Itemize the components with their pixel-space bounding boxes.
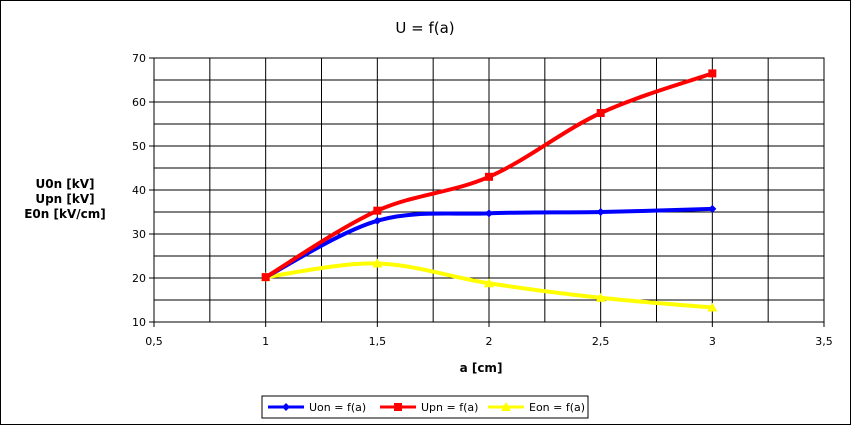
data-point xyxy=(595,292,606,302)
data-point xyxy=(373,216,382,225)
legend-item: Eon = f(a) xyxy=(488,401,585,414)
data-point xyxy=(596,109,605,117)
series-layer xyxy=(260,69,718,312)
data-point xyxy=(708,69,717,78)
y-tick-label: 40 xyxy=(132,184,146,197)
y-tick-label: 10 xyxy=(132,316,146,329)
x-tick-label: 3,5 xyxy=(815,335,833,348)
data-point xyxy=(261,273,270,282)
y-tick-label: 50 xyxy=(132,140,146,153)
data-point xyxy=(373,206,382,215)
x-axis: 0,5 1 1,5 2 2,5 3 3,5 xyxy=(145,322,833,348)
y-tick-label: 70 xyxy=(132,52,146,65)
legend: Uon = f(a) Upn = f(a) Eon = f(a) xyxy=(261,395,589,419)
legend-item: Upn = f(a) xyxy=(380,401,478,414)
x-tick-label: 2 xyxy=(486,335,493,348)
legend-marker xyxy=(282,403,290,411)
x-tick-label: 0,5 xyxy=(145,335,163,348)
data-point xyxy=(708,204,717,213)
legend-marker xyxy=(394,403,402,411)
legend-label: Uon = f(a) xyxy=(309,401,366,414)
x-tick-label: 3 xyxy=(709,335,716,348)
y-axis-title-line: E0n [kV/cm] xyxy=(24,207,106,221)
y-tick-label: 20 xyxy=(132,272,146,285)
chart-title: U = f(a) xyxy=(395,19,454,37)
y-axis-title: U0n [kV]Upn [kV]E0n [kV/cm] xyxy=(24,177,106,221)
x-tick-label: 1 xyxy=(262,335,269,348)
data-point xyxy=(484,278,494,288)
data-point xyxy=(485,209,493,218)
legend-box xyxy=(261,395,589,419)
data-point xyxy=(707,302,718,312)
y-tick-label: 60 xyxy=(132,96,146,109)
series-1 xyxy=(261,69,717,282)
x-axis-title: a [cm] xyxy=(460,361,503,375)
y-axis-title-line: U0n [kV] xyxy=(35,177,94,191)
legend-marker xyxy=(501,402,511,411)
data-point xyxy=(485,172,493,181)
legend-label: Eon = f(a) xyxy=(529,401,585,414)
legend-item: Uon = f(a) xyxy=(268,401,366,414)
data-point xyxy=(596,208,605,216)
data-point xyxy=(372,258,383,268)
y-axis-title-line: Upn [kV] xyxy=(35,192,94,206)
y-tick-label: 30 xyxy=(132,228,146,241)
y-axis: 10 20 30 40 50 60 70 xyxy=(132,52,154,329)
x-tick-label: 2,5 xyxy=(592,335,610,348)
legend-label: Upn = f(a) xyxy=(421,401,478,414)
x-tick-label: 1,5 xyxy=(369,335,387,348)
